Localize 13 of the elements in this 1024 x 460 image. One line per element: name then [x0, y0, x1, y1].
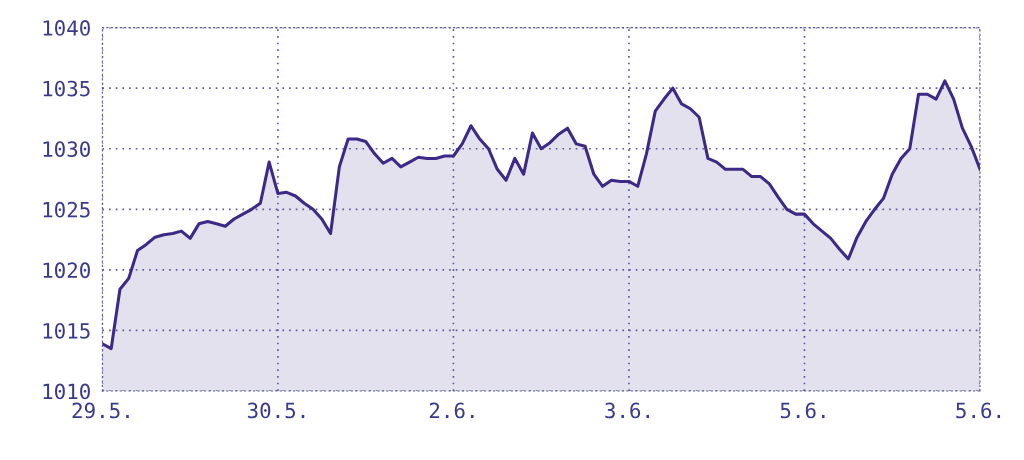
x-tick-label: 3.6. [605, 402, 650, 419]
y-tick-label: 1040 [43, 20, 90, 36]
x-tick-label: 2.6. [429, 402, 474, 419]
x-tick-label: 5.6. [780, 402, 825, 419]
y-tick-label: 1015 [43, 322, 90, 339]
y-tick-label: 1020 [43, 262, 90, 279]
x-tick-label: 29.5. [72, 402, 129, 419]
y-tick-label: 1010 [43, 383, 90, 400]
y-tick-label: 1025 [43, 201, 90, 218]
x-tick-label: 30.5. [247, 402, 305, 419]
x-tick-label: 5.6. [956, 402, 1001, 419]
y-tick-label: 1030 [43, 141, 90, 157]
y-tick-label: 1035 [43, 80, 90, 97]
